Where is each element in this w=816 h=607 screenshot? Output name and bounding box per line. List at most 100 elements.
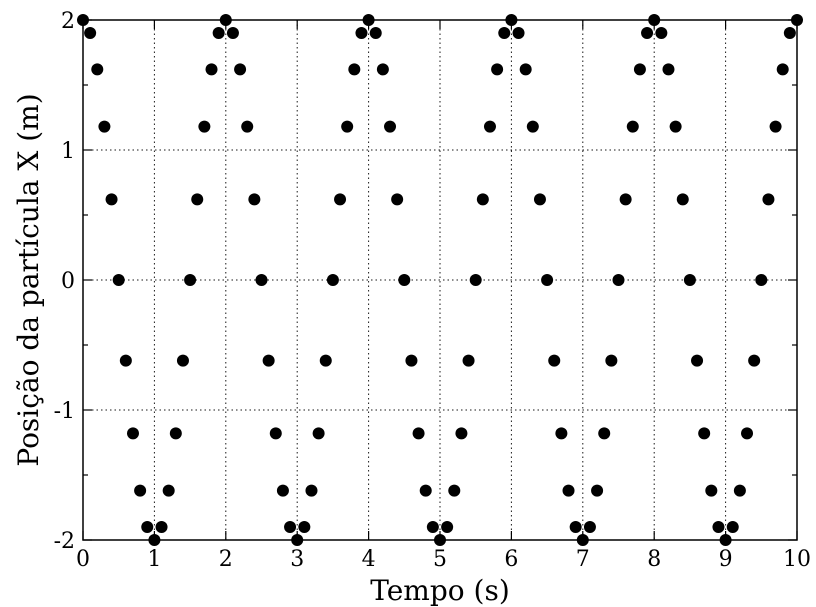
data-point [519,63,532,76]
data-point [112,274,125,286]
data-point [755,274,768,286]
data-point [376,63,389,76]
data-point [419,484,432,497]
data-point [726,521,739,533]
data-point [462,354,475,367]
data-point [326,274,339,286]
x-tick-label: 3 [290,547,304,572]
data-point [205,63,218,76]
data-point [341,120,354,133]
data-point [98,120,111,133]
x-tick-label: 4 [362,547,376,572]
data-point [412,427,425,440]
data-point [498,27,511,39]
data-point [391,193,404,206]
data-point [212,27,225,39]
data-point [269,427,282,440]
x-tick-label: 1 [147,547,161,572]
x-tick-label: 10 [783,547,811,572]
data-point [512,27,525,39]
data-point [619,193,632,206]
data-point [476,193,489,206]
data-point [198,120,211,133]
data-point [305,484,318,497]
data-point [284,521,297,533]
data-point [741,427,754,440]
data-point [483,120,496,133]
data-point [569,521,582,533]
axis-ticks [82,19,798,541]
data-point [669,120,682,133]
x-tick-label: 6 [504,547,518,572]
data-point [255,274,268,286]
data-point [733,484,746,497]
x-tick-label: 8 [647,547,661,572]
data-point [541,274,554,286]
data-point [334,193,347,206]
data-point [555,427,568,440]
y-tick-labels: -2 -1 0 1 2 [54,9,75,554]
data-point [655,27,668,39]
x-tick-label: 0 [76,547,90,572]
data-point [384,120,397,133]
data-point [134,484,147,497]
data-point [591,484,604,497]
data-point [691,354,704,367]
data-point [448,484,461,497]
data-point [298,521,311,533]
data-point [126,427,139,440]
data-point [762,193,775,206]
grid [83,20,797,540]
data-point [312,427,325,440]
data-point [119,354,132,367]
data-point [162,484,175,497]
data-point [626,120,639,133]
data-points [77,14,803,546]
y-axis-title: Posição da partícula X (m) [12,93,45,466]
data-point [612,274,625,286]
data-point [276,484,289,497]
y-tick-label: 1 [61,139,75,164]
y-tick-label: 2 [61,9,75,34]
data-point [455,427,468,440]
data-point [369,27,382,39]
data-point [405,354,418,367]
data-point [155,521,168,533]
data-point [641,27,654,39]
data-point [698,427,711,440]
data-point [748,354,761,367]
data-point [262,354,275,367]
data-point [769,120,782,133]
data-point [176,354,189,367]
data-point [398,274,411,286]
data-point [562,484,575,497]
data-point [548,354,561,367]
data-point [91,63,104,76]
data-point [598,427,611,440]
data-point [533,193,546,206]
data-point [491,63,504,76]
x-axis-title: Tempo (s) [370,574,510,607]
data-point [676,193,689,206]
data-point [426,521,439,533]
x-tick-labels: 0 1 2 3 4 5 6 7 8 9 10 [76,547,811,572]
x-tick-label: 2 [219,547,233,572]
data-point [105,193,118,206]
data-point [319,354,332,367]
x-tick-label: 7 [576,547,590,572]
data-point [84,27,97,39]
y-tick-label: -1 [54,399,75,424]
data-point [169,427,182,440]
data-point [633,63,646,76]
data-point [348,63,361,76]
data-point [712,521,725,533]
data-point [526,120,539,133]
y-tick-label: 0 [61,269,75,294]
data-point [605,354,618,367]
data-point [441,521,454,533]
data-point [234,63,247,76]
data-point [705,484,718,497]
data-point [469,274,482,286]
